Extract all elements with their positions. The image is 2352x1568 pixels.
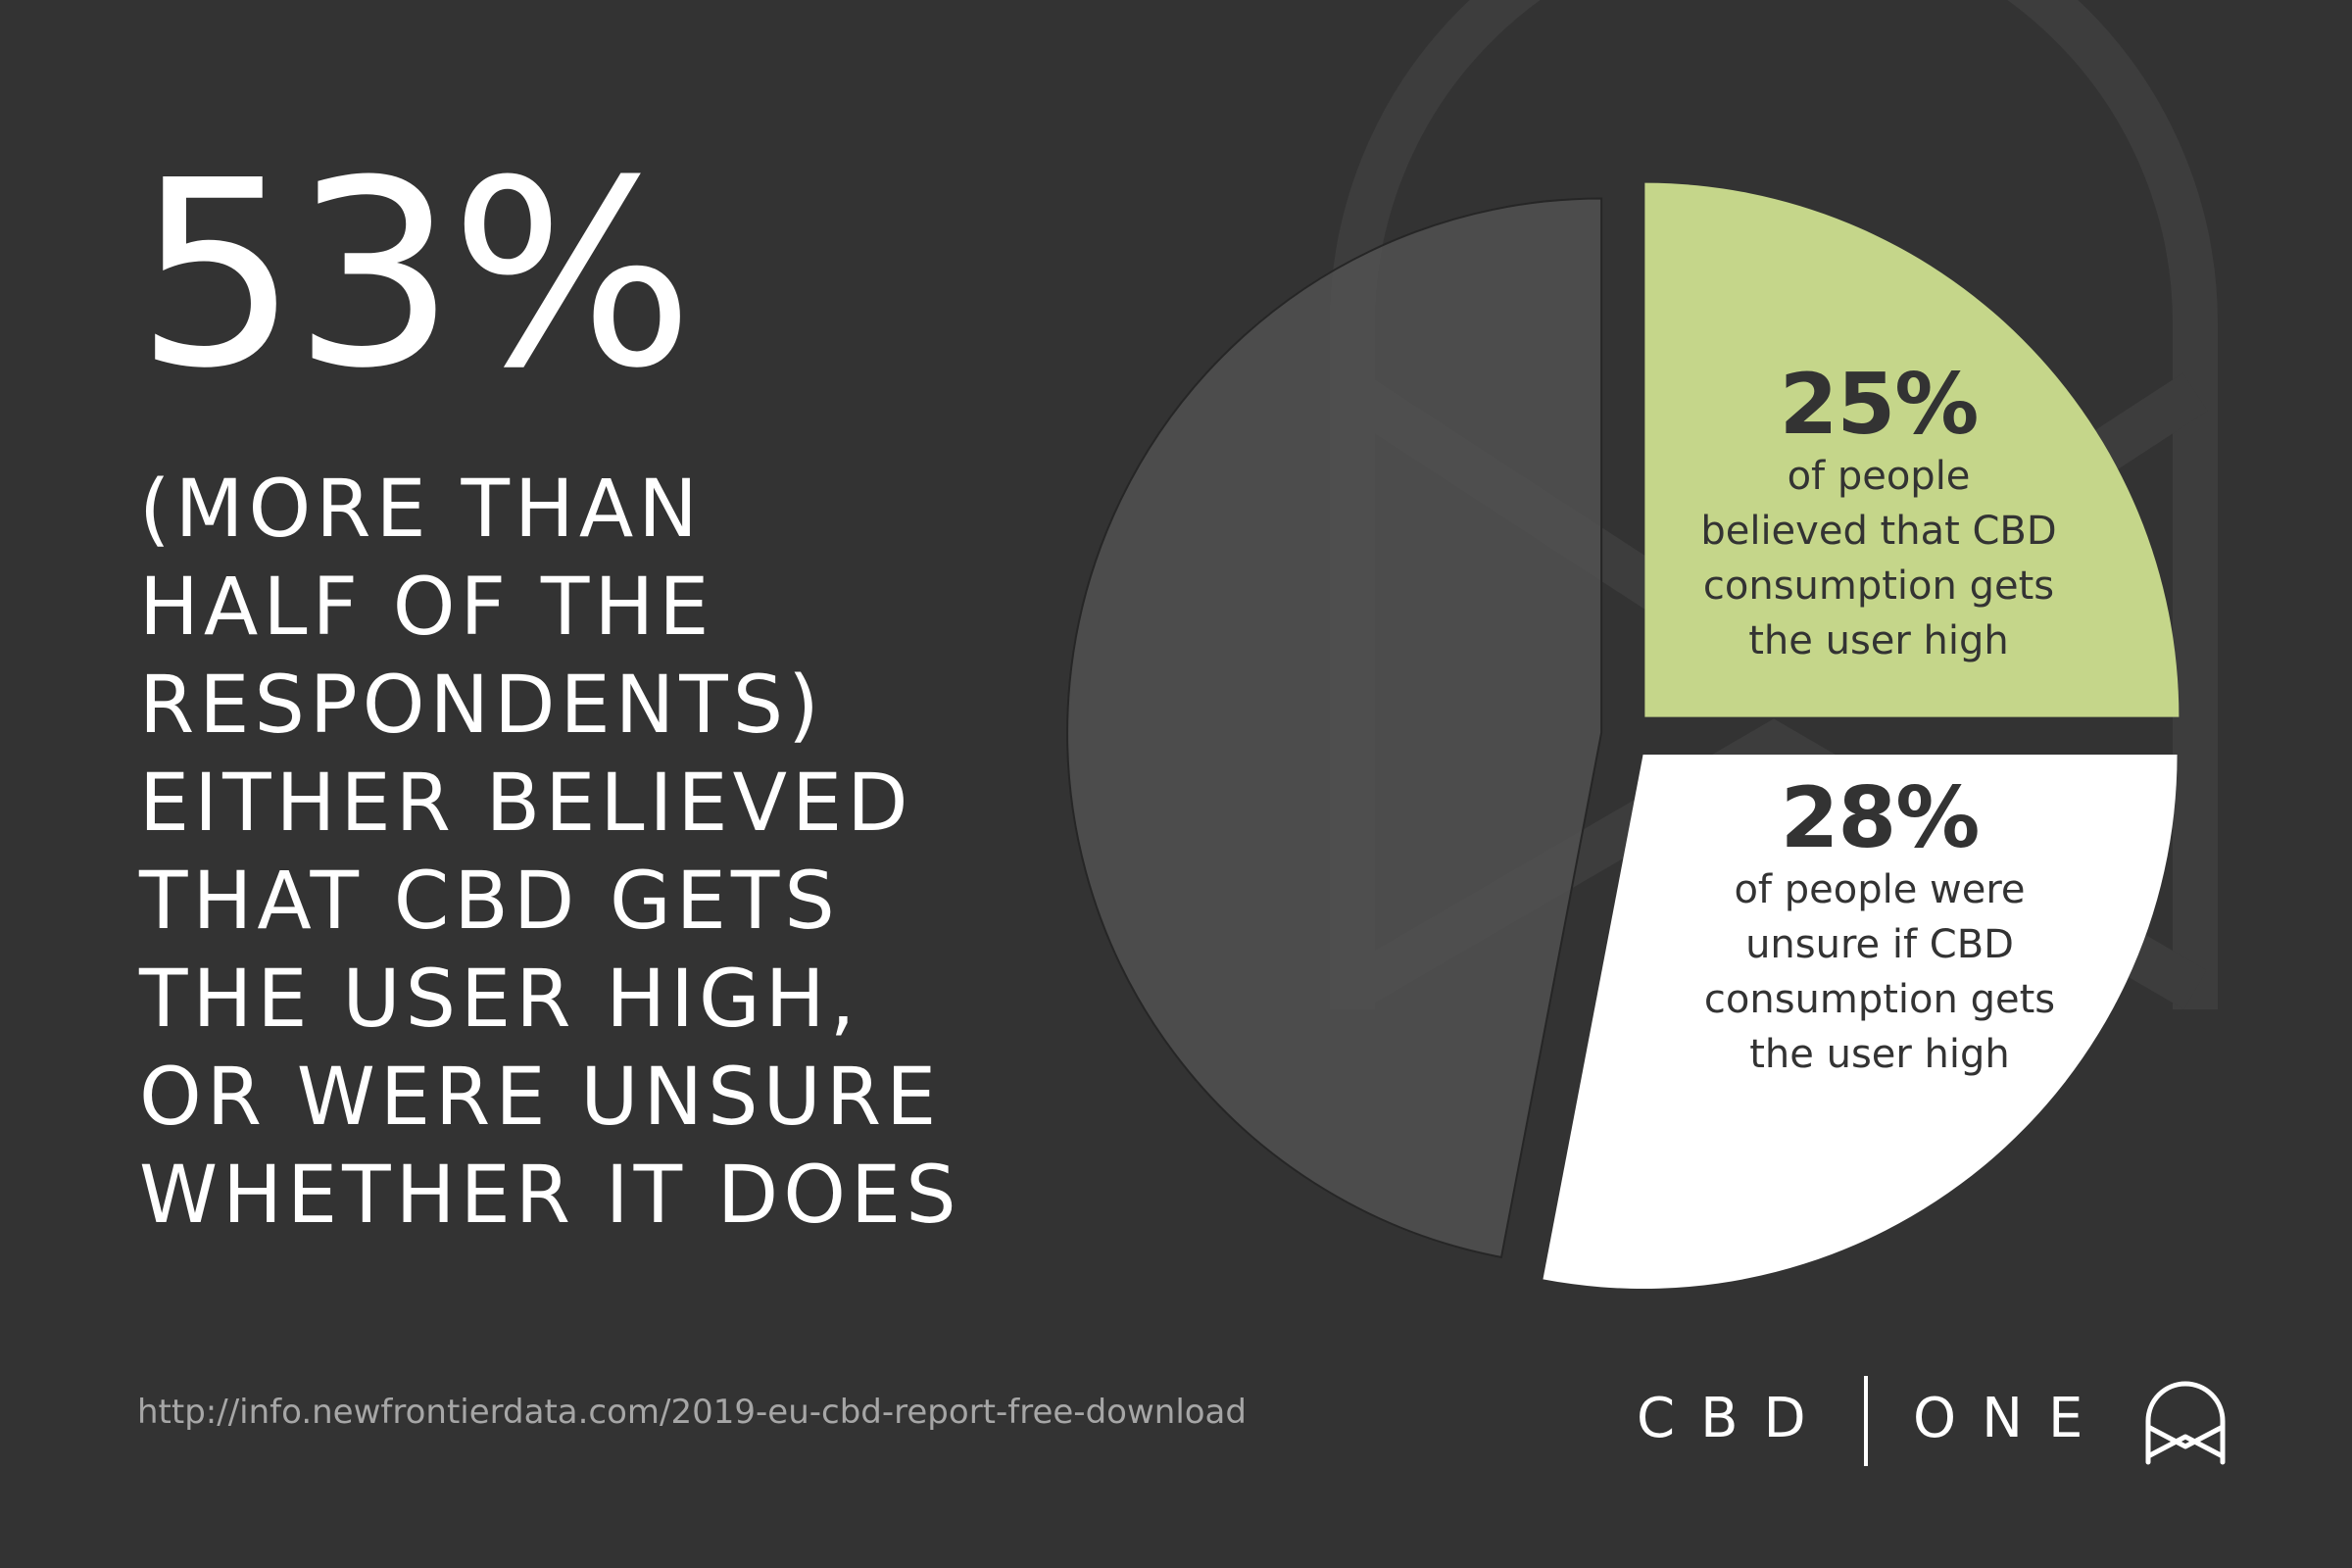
slice-description-line: the user high <box>1748 618 2009 664</box>
headline-line: HALF OF THE <box>139 562 714 654</box>
headline-line: RESPONDENTS) <box>139 660 824 752</box>
brand-divider <box>1864 1376 1868 1466</box>
slice-description: of people believed that CBD consumption … <box>1634 449 2124 668</box>
slice-description-line: of people were <box>1734 867 2026 913</box>
headline-stat: 53% <box>135 125 694 424</box>
slice-label-believed: 25% of people believed that CBD consumpt… <box>1634 361 2124 668</box>
headline-line: THAT CBD GETS <box>139 856 840 948</box>
slice-description-line: of people <box>1787 454 1971 500</box>
brand-name-left: CBD <box>1637 1387 1832 1450</box>
slice-description-line: believed that CBD <box>1700 509 2057 555</box>
slice-label-unsure: 28% of people were unsure if CBD consump… <box>1635 774 2125 1082</box>
headline-line: WHETHER IT DOES <box>139 1150 961 1242</box>
headline-line: (MORE THAN <box>139 464 703 556</box>
pie-slice-believed-high <box>1644 182 2180 717</box>
slice-description-line: consumption gets <box>1702 564 2055 610</box>
slice-percent: 28% <box>1780 769 1981 867</box>
slice-description-line: consumption gets <box>1703 977 2056 1023</box>
slice-description-line: unsure if CBD <box>1745 922 2014 968</box>
headline-line: EITHER BELIEVED <box>139 758 913 850</box>
headline-line: THE USER HIGH, <box>139 954 860 1046</box>
slice-description: of people were unsure if CBD consumption… <box>1635 862 2125 1082</box>
pie-slice-unsure <box>1543 755 2178 1290</box>
headline-line: OR WERE UNSURE <box>139 1052 942 1144</box>
brand-logo: CBD ONE <box>1637 1372 2244 1470</box>
cbd-one-logo-icon <box>2145 1381 2226 1465</box>
pie-slice-remainder <box>1066 197 1603 1259</box>
headline-text: (MORE THAN HALF OF THE RESPONDENTS) EITH… <box>139 461 1100 1245</box>
brand-name-right: ONE <box>1913 1387 2109 1450</box>
source-link[interactable]: http://info.newfrontierdata.com/2019-eu-… <box>137 1393 1247 1432</box>
slice-percent: 25% <box>1779 356 1980 454</box>
slice-description-line: the user high <box>1749 1032 2010 1078</box>
